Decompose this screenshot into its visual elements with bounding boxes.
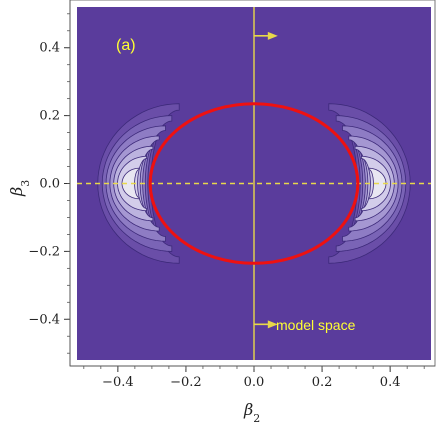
contour-lobes [97,103,411,264]
x-tick-label-3: 0.2 [312,375,333,390]
x-tick-label-1: −0.2 [170,375,202,390]
axis-label-subscript: 2 [253,412,260,422]
y-axis-label: β3 [7,180,32,197]
panel-label: (a) [116,37,136,54]
model-space-annotation: model space [276,317,356,333]
axis-ticks: −0.4 −0.2 0.0 0.2 0.4 −0.4 −0.2 0.0 0.2 0.4 [28,0,435,390]
boundary-ellipse-group [148,102,360,265]
x-axis-label: β2 [243,400,260,422]
arrow-head-1 [267,320,278,329]
axis-label-subscript: 3 [19,180,32,187]
y-tick-label-0: −0.4 [28,312,60,327]
y-tick-label-3: 0.2 [39,109,60,124]
x-tick-label-4: 0.4 [380,375,401,390]
y-tick-label-4: 0.4 [39,41,60,56]
arrow-head-0 [267,31,278,40]
y-axis-label-base: β [7,187,26,197]
x-tick-label-2: 0.0 [244,375,265,390]
x-axis-label-base: β [243,400,253,419]
guide-lines [77,7,431,360]
boundary-ellipse [148,102,360,265]
y-tick-label-2: 0.0 [39,177,60,192]
y-tick-label-1: −0.2 [28,244,60,259]
contour-level-left-6 [121,167,140,200]
x-tick-label-0: −0.4 [102,375,134,390]
